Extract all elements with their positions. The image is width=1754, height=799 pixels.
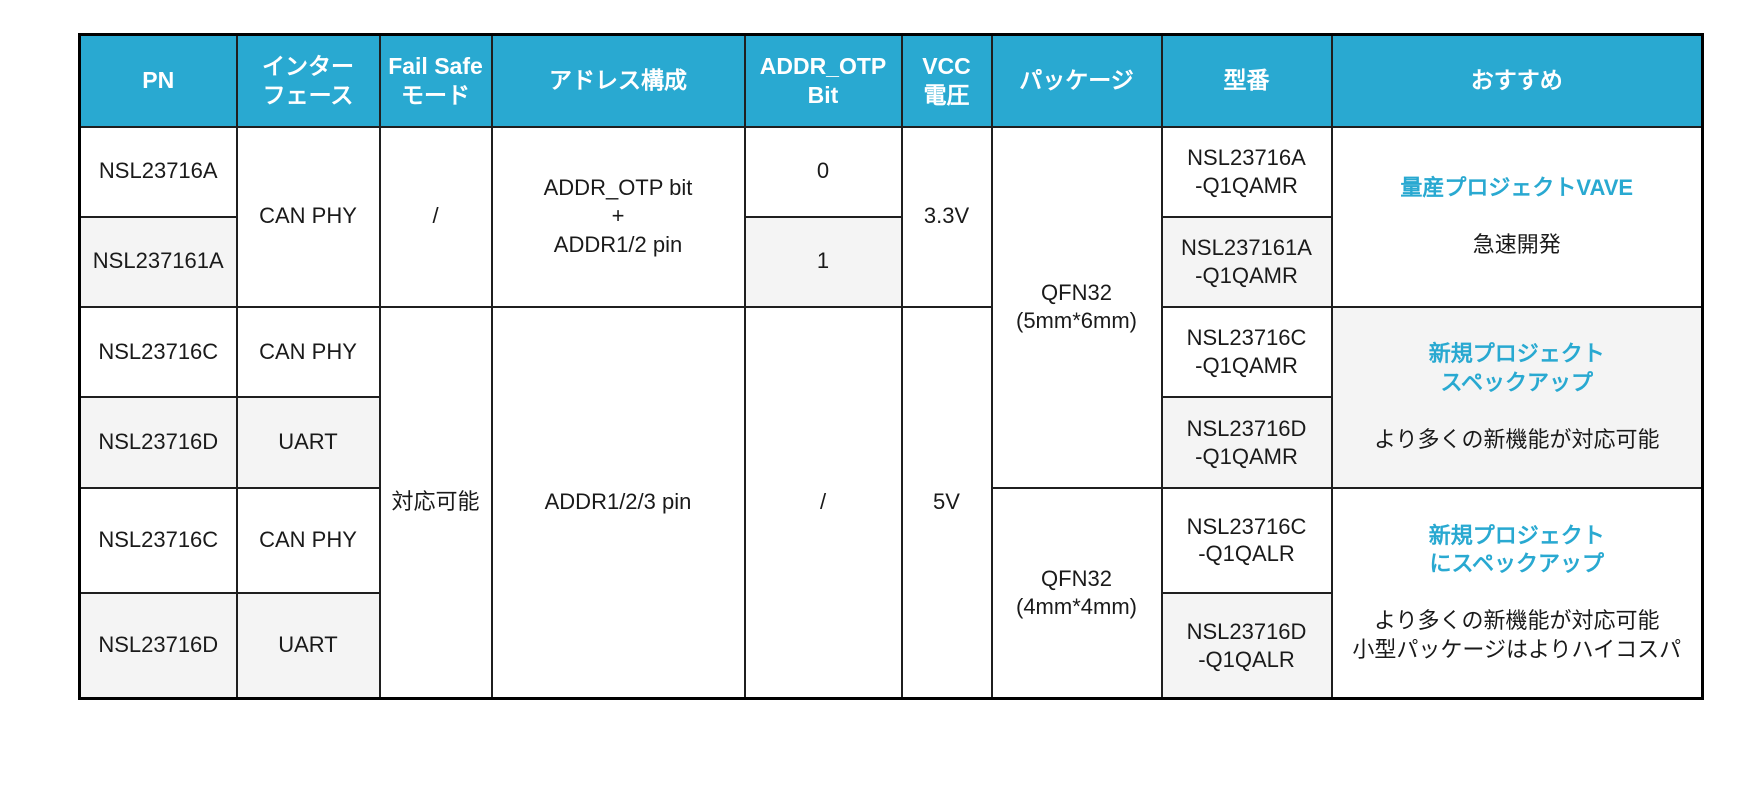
cell-interface-row5: CAN PHY <box>235 487 381 594</box>
cell-part-number-6: NSL23716D -Q1QALR <box>1160 591 1333 700</box>
cell-interface-row6: UART <box>235 591 381 700</box>
cell-pn-6: NSL23716D <box>78 591 238 700</box>
cell-interface-row4: UART <box>235 396 381 490</box>
cell-package-qfn32-5x6: QFN32 (5mm*6mm) <box>990 125 1163 490</box>
cell-part-number-4: NSL23716D -Q1QAMR <box>1160 396 1333 490</box>
table-row: NSL23716A CAN PHY / ADDR_OTP bit + ADDR1… <box>78 125 1704 490</box>
col-header-fail-safe: Fail Safe モード <box>378 33 493 128</box>
col-header-pn: PN <box>78 33 238 128</box>
table-row: NSL23716D UART NSL23716D -Q1QALR <box>78 591 1703 700</box>
table-row: NSL23716C CAN PHY QFN32 (4mm*4mm) NSL237… <box>78 487 1704 700</box>
recommendation-highlight-text: 新規プロジェクト にスペックアップ <box>1428 522 1605 577</box>
cell-recommendation-3: 新規プロジェクト にスペックアップ より多くの新機能が対応可能 小型パッケージは… <box>1330 487 1704 700</box>
cell-interface-row3: CAN PHY <box>235 305 381 399</box>
col-header-part-number: 型番 <box>1160 33 1333 128</box>
cell-addr-otp-bit-0: 0 <box>743 125 903 218</box>
recommendation-highlight-text: 新規プロジェクト スペックアップ <box>1428 341 1605 395</box>
table-row: NSL23716D UART NSL23716D -Q1QAMR <box>78 396 1703 490</box>
cell-addr-otp-bit-group2: / <box>743 305 903 700</box>
cell-part-number-3: NSL23716C -Q1QAMR <box>1160 305 1333 399</box>
recommendation-normal-text: 急速開発 <box>1472 231 1561 257</box>
cell-part-number-5: NSL23716C -Q1QALR <box>1160 487 1333 594</box>
cell-address-group1: ADDR_OTP bit + ADDR1/2 pin <box>490 125 746 308</box>
cell-part-number-2: NSL237161A -Q1QAMR <box>1160 215 1333 308</box>
table-body: NSL23716A CAN PHY / ADDR_OTP bit + ADDR1… <box>78 125 1704 700</box>
cell-address-group2: ADDR1/2/3 pin <box>490 305 746 700</box>
cell-vcc-group2: 5V <box>900 305 993 700</box>
recommendation-normal-text: より多くの新機能が対応可能 <box>1373 426 1660 452</box>
col-header-vcc: VCC 電圧 <box>900 33 993 128</box>
cell-vcc-group1: 3.3V <box>900 125 993 308</box>
header-row: PN インター フェース Fail Safe モード アドレス構成 ADDR_O… <box>78 33 1704 128</box>
cell-interface-group1: CAN PHY <box>235 125 381 308</box>
col-header-recommendation: おすすめ <box>1330 33 1704 128</box>
cell-package-qfn32-4x4: QFN32 (4mm*4mm) <box>990 487 1163 700</box>
cell-pn-1: NSL23716A <box>78 125 238 218</box>
cell-fail-safe-group1: / <box>378 125 493 308</box>
table-row: NSL23716C CAN PHY 対応可能 ADDR1/2/3 pin / 5… <box>78 305 1704 700</box>
cell-part-number-1: NSL23716A -Q1QAMR <box>1160 125 1333 218</box>
col-header-addr-otp-bit: ADDR_OTP Bit <box>743 33 903 128</box>
cell-pn-5: NSL23716C <box>78 487 238 594</box>
cell-fail-safe-group2: 対応可能 <box>378 305 493 700</box>
table-row: NSL237161A 1 NSL237161A -Q1QAMR <box>78 215 1703 308</box>
cell-pn-3: NSL23716C <box>78 305 238 399</box>
cell-recommendation-2: 新規プロジェクト スペックアップ より多くの新機能が対応可能 <box>1330 305 1704 490</box>
col-header-package: パッケージ <box>990 33 1163 128</box>
product-comparison-table: PN インター フェース Fail Safe モード アドレス構成 ADDR_O… <box>78 33 1704 701</box>
recommendation-normal-text: より多くの新機能が対応可能 小型パッケージはよりハイコスパ <box>1352 608 1682 663</box>
cell-recommendation-1: 量産プロジェクトVAVE 急速開発 <box>1330 125 1704 308</box>
cell-pn-2: NSL237161A <box>78 215 238 308</box>
recommendation-highlight-text: 量産プロジェクトVAVE <box>1400 174 1634 200</box>
cell-pn-4: NSL23716D <box>78 396 238 490</box>
col-header-address: アドレス構成 <box>490 33 746 128</box>
spec-table: PN インター フェース Fail Safe モード アドレス構成 ADDR_O… <box>78 33 1704 701</box>
col-header-interface: インター フェース <box>235 33 381 128</box>
cell-addr-otp-bit-1: 1 <box>743 215 903 308</box>
table-header: PN インター フェース Fail Safe モード アドレス構成 ADDR_O… <box>78 33 1704 128</box>
